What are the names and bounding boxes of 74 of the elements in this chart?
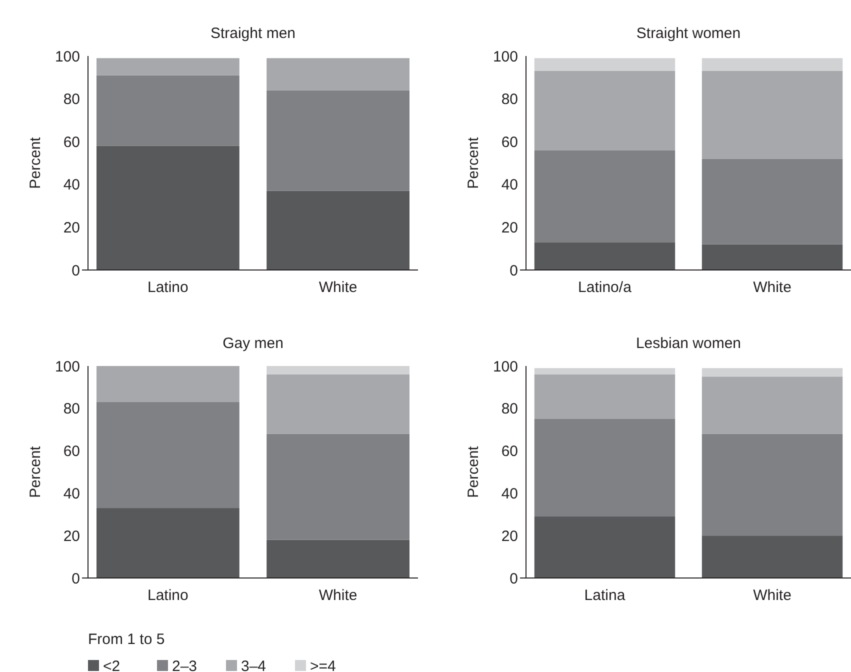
x-tick-label: White: [753, 279, 792, 296]
bar: [266, 434, 410, 540]
y-tick-label: 60: [501, 134, 518, 151]
bar: [96, 508, 240, 578]
bar: [534, 516, 676, 578]
bar: [702, 158, 843, 244]
y-tick-label: 100: [492, 48, 518, 66]
y-tick-label: 20: [63, 528, 80, 545]
bar: [266, 58, 410, 90]
y-tick-label: 0: [510, 262, 518, 280]
bar: [534, 368, 676, 374]
x-tick-label: White: [318, 279, 358, 296]
bar: [266, 374, 410, 434]
bar: [96, 58, 240, 76]
bar: [534, 58, 676, 71]
legend-label: >=4: [310, 658, 336, 672]
y-tick-label: 60: [63, 443, 80, 460]
y-tick-label: 60: [501, 443, 518, 460]
legend-label: 3–4: [241, 658, 266, 672]
bar: [266, 540, 410, 578]
bar: [266, 190, 410, 270]
chart-title: Straight women: [636, 25, 741, 42]
y-tick-label: 40: [501, 176, 518, 194]
bar: [702, 244, 843, 270]
bar: [702, 58, 843, 71]
y-tick-label: 20: [501, 528, 518, 545]
bar: [96, 146, 240, 270]
y-tick-label: 0: [510, 570, 518, 588]
bar: [702, 536, 843, 578]
bar: [534, 374, 676, 419]
x-tick-label: Latino: [148, 587, 188, 604]
legend-label: <2: [103, 658, 120, 672]
y-tick-label: 80: [63, 400, 80, 418]
bar: [534, 242, 676, 270]
y-tick-label: 80: [63, 91, 80, 108]
y-tick-label: 60: [63, 134, 80, 151]
y-tick-label: 100: [54, 358, 80, 376]
y-tick-label: 100: [54, 48, 80, 66]
y-tick-label: 0: [72, 570, 80, 588]
chart-title: Straight men: [210, 25, 296, 42]
y-tick-label: 40: [63, 485, 80, 502]
bar: [96, 75, 240, 146]
x-tick-label: Latina: [584, 587, 626, 604]
chart-title: Gay men: [222, 335, 284, 352]
y-tick-label: 80: [501, 91, 518, 108]
x-tick-label: White: [318, 587, 358, 604]
y-tick-label: 80: [501, 400, 518, 418]
bar: [266, 90, 410, 191]
y-axis-title: Percent: [27, 445, 44, 498]
y-tick-label: 100: [492, 358, 518, 376]
y-tick-label: 0: [72, 262, 80, 280]
y-axis-title: Percent: [27, 136, 44, 189]
x-tick-label: Latino: [148, 279, 188, 296]
y-tick-label: 40: [63, 176, 80, 194]
bar: [702, 376, 843, 434]
bar: [96, 366, 240, 402]
y-tick-label: 20: [63, 219, 80, 236]
x-tick-label: Latino/a: [578, 279, 632, 296]
bar: [702, 434, 843, 536]
bar: [702, 70, 843, 159]
bar: [96, 402, 240, 508]
y-tick-label: 40: [501, 485, 518, 502]
bar: [266, 366, 410, 374]
bar: [534, 150, 676, 242]
y-axis-title: Percent: [465, 136, 482, 189]
y-tick-label: 20: [501, 219, 518, 236]
bar: [534, 70, 676, 150]
x-tick-label: White: [753, 587, 792, 604]
bar: [534, 419, 676, 517]
y-axis-title: Percent: [465, 445, 482, 498]
chart-title: Lesbian women: [636, 335, 742, 352]
bar: [702, 368, 843, 377]
legend-title: From 1 to 5: [88, 631, 165, 648]
legend-label: 2–3: [172, 658, 198, 672]
